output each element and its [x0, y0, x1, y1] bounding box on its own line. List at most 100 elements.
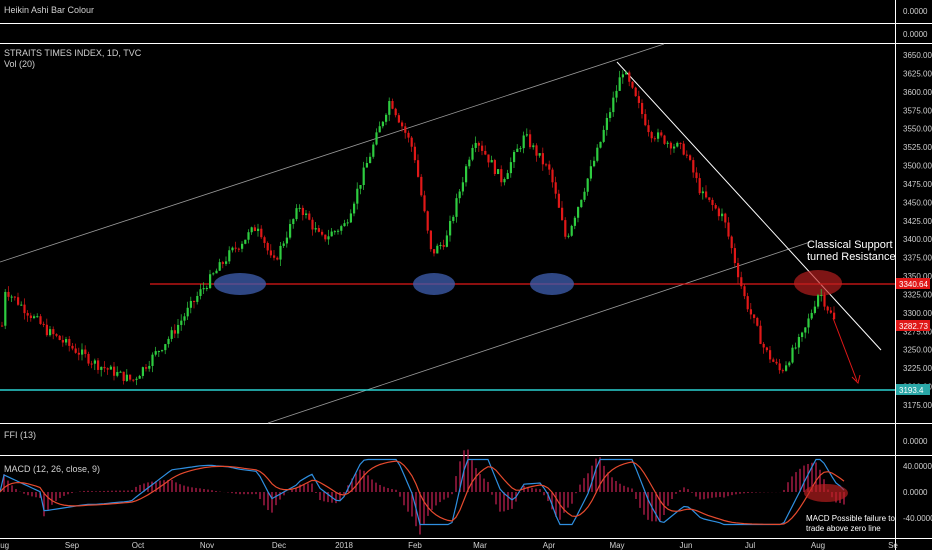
candle-body-97 [311, 219, 314, 230]
candle-body-158 [506, 173, 509, 180]
candle-body-245 [785, 365, 788, 371]
candle-body-95 [305, 213, 308, 215]
candle-body-86 [276, 257, 279, 260]
candle-body-1 [4, 291, 7, 326]
main-title: STRAITS TIMES INDEX, 1D, TVC [4, 48, 142, 58]
candle-body-27 [87, 353, 90, 364]
candle-body-139 [445, 235, 448, 247]
candle-body-192 [615, 90, 618, 98]
x-axis-ticks: Aug Sep Oct Nov Dec 2018 Feb Mar Apr May Jun Jul Aug… [0, 541, 898, 550]
candle-body-113 [362, 167, 365, 186]
candle-body-193 [618, 77, 621, 91]
y-tick-19: 3175.00 [903, 401, 932, 410]
candle-body-153 [490, 160, 493, 163]
candle-body-166 [532, 145, 535, 148]
candle-body-11 [36, 316, 39, 318]
candle-body-125 [401, 122, 404, 127]
candle-body-238 [762, 343, 765, 348]
heikin-ashi-label: Heikin Ashi Bar Colour [4, 5, 94, 15]
candle-body-216 [692, 160, 695, 173]
candle-body-221 [708, 197, 711, 200]
candle-body-144 [461, 182, 464, 192]
candle-body-5 [17, 297, 20, 305]
candle-body-134 [429, 230, 432, 250]
support-price-badge: 3340.64 [896, 278, 930, 289]
candle-body-181 [580, 199, 583, 208]
candle-body-152 [487, 154, 490, 163]
candle-body-160 [513, 151, 516, 163]
candle-body-115 [369, 156, 372, 164]
candle-body-80 [257, 228, 260, 232]
candle-body-194 [621, 74, 624, 78]
candle-body-183 [586, 178, 589, 192]
candle-body-190 [609, 112, 612, 118]
candle-body-145 [465, 166, 468, 183]
candle-body-22 [71, 345, 74, 349]
candle-body-99 [317, 228, 320, 232]
candle-body-136 [436, 245, 439, 254]
candle-body-128 [410, 137, 413, 147]
candle-body-256 [820, 295, 823, 297]
candle-body-207 [663, 135, 666, 144]
support-touch-apr [530, 273, 574, 295]
candle-body-146 [468, 159, 471, 167]
candle-body-119 [381, 121, 384, 127]
y-tick-6: 3500.00 [903, 162, 932, 171]
candle-body-102 [327, 236, 330, 240]
candle-body-25 [81, 349, 84, 355]
candle-body-117 [375, 132, 378, 145]
macd-highlight [804, 484, 848, 502]
candle-body-249 [797, 337, 800, 348]
candle-body-259 [829, 310, 832, 313]
candle-body-161 [516, 148, 519, 152]
candle-body-237 [759, 325, 762, 344]
candle-body-88 [282, 243, 285, 246]
candle-body-42 [135, 378, 138, 380]
candle-body-107 [343, 223, 346, 227]
candle-body-28 [90, 363, 93, 365]
candle-body-230 [737, 263, 740, 278]
candle-body-55 [177, 324, 180, 334]
candle-body-248 [794, 347, 797, 349]
candle-body-260 [833, 312, 836, 320]
candle-body-118 [378, 126, 381, 133]
candle-body-51 [164, 344, 167, 351]
x-tick-0: Aug [0, 541, 9, 550]
candle-body-81 [260, 228, 263, 238]
candle-body-163 [522, 135, 525, 149]
candle-body-35 [113, 366, 116, 376]
candle-body-114 [365, 163, 368, 168]
candle-body-121 [388, 101, 391, 115]
y-tick-10: 3400.00 [903, 235, 932, 244]
candle-body-127 [407, 132, 410, 138]
candle-body-62 [199, 289, 202, 296]
candle-body-116 [372, 144, 375, 157]
pane-2-axis-value: 0.0000 [903, 30, 928, 39]
candle-body-108 [346, 222, 349, 224]
candle-body-45 [145, 367, 148, 369]
candle-body-9 [29, 315, 32, 319]
candle-body-46 [148, 365, 151, 369]
candle-body-112 [359, 185, 362, 189]
candle-body-196 [628, 72, 631, 82]
resistance-highlight [794, 270, 842, 296]
candle-body-242 [775, 361, 778, 364]
candle-body-191 [612, 97, 615, 113]
candle-body-179 [573, 217, 576, 226]
candle-body-126 [404, 126, 407, 133]
svg-text:3282.73: 3282.73 [899, 322, 928, 331]
candle-body-120 [385, 114, 388, 122]
candle-body-203 [650, 132, 653, 139]
candle-body-150 [481, 145, 484, 151]
candle-body-52 [167, 338, 170, 345]
candle-body-149 [477, 142, 480, 146]
y-tick-4: 3550.00 [903, 125, 932, 134]
candle-body-12 [39, 316, 42, 324]
candle-body-234 [749, 309, 752, 315]
candle-body-186 [596, 147, 599, 161]
candle-body-0 [1, 325, 4, 327]
candle-body-254 [813, 306, 816, 313]
candle-body-208 [666, 142, 669, 144]
